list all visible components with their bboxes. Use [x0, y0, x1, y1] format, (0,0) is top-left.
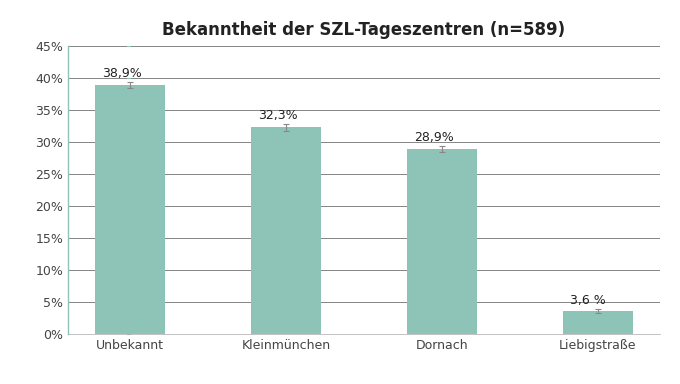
Bar	[407, 149, 477, 334]
Text: 38,9%: 38,9%	[102, 67, 141, 80]
Bar	[95, 85, 165, 334]
Text: 3,6 %: 3,6 %	[570, 294, 605, 307]
Bar	[562, 311, 632, 334]
Text: 32,3%: 32,3%	[258, 109, 297, 122]
Text: 28,9%: 28,9%	[413, 131, 454, 144]
Title: Bekanntheit der SZL-Tageszentren (n=589): Bekanntheit der SZL-Tageszentren (n=589)	[163, 21, 565, 39]
Bar	[251, 127, 321, 334]
